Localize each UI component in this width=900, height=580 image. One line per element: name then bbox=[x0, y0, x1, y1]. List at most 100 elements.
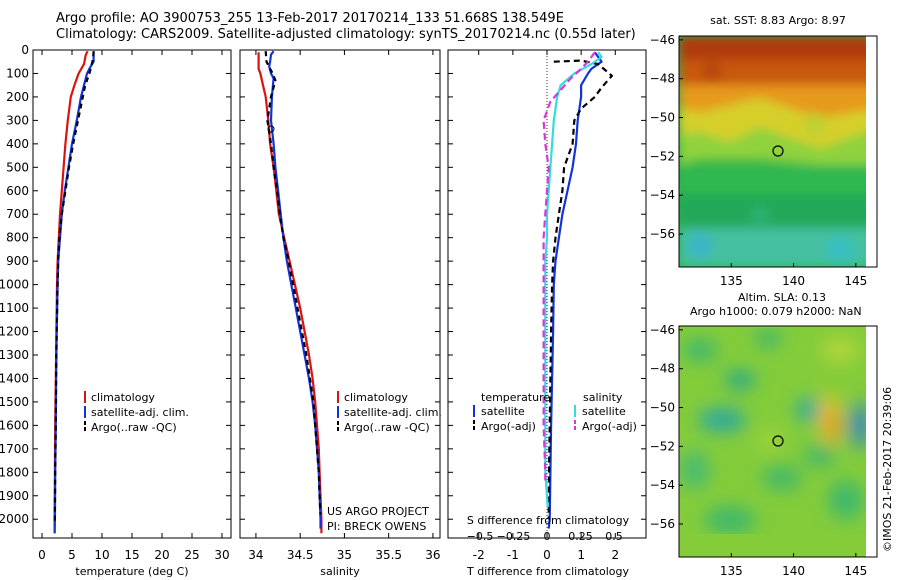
x-tick-label: 0 bbox=[543, 548, 551, 562]
legend-label-climatology: climatology bbox=[91, 391, 155, 404]
sst-map-title: sat. SST: 8.83 Argo: 8.97 bbox=[710, 14, 846, 27]
y-tick-label: 1500 bbox=[0, 395, 29, 409]
y-tick-label: 1000 bbox=[0, 278, 29, 292]
y-tick-label: 100 bbox=[6, 66, 29, 80]
legend-label-sal-satellite: satellite bbox=[582, 405, 626, 418]
x-tick-label: 1 bbox=[577, 548, 585, 562]
difference-panel: -2 -1 0 1 2 −0.5 −0.25 0 0.25 0.5 temperature sal… bbox=[447, 49, 647, 578]
map-y-tick-label: −54 bbox=[650, 188, 675, 202]
legend-label-temp-satellite: satellite bbox=[481, 405, 525, 418]
x-tick-label: 10 bbox=[94, 548, 109, 562]
copyright-credit: ©IMOS 21-Feb-2017 20:39:06 bbox=[881, 387, 894, 552]
series-line-argo-raw-qc bbox=[53, 51, 95, 524]
s-difference-label: S difference from climatology bbox=[467, 514, 630, 527]
secondary-x-tick-label: 0 bbox=[544, 530, 551, 543]
sla-map-frame bbox=[678, 325, 878, 558]
series-line-temperature-satellite bbox=[547, 51, 603, 529]
salinity-marker bbox=[267, 125, 275, 133]
map-y-tick-label: −48 bbox=[650, 72, 675, 86]
y-tick-label: 500 bbox=[6, 160, 29, 174]
map-x-tick-label: 140 bbox=[782, 564, 805, 578]
sst-map: sat. SST: 8.83 Argo: 8.97 135 14 bbox=[650, 14, 878, 288]
legend-label-satellite: satellite-adj. clim. bbox=[91, 406, 189, 419]
y-tick-label: 400 bbox=[6, 137, 29, 151]
x-tick-label: 0 bbox=[38, 548, 46, 562]
legend-label-sal-argo: Argo(-adj) bbox=[582, 420, 637, 433]
difference-series-group bbox=[542, 51, 614, 529]
sst-argo-marker bbox=[772, 145, 784, 157]
y-tick-label: 1300 bbox=[0, 348, 29, 362]
series-line-climatology bbox=[257, 52, 323, 534]
x-tick-label: 34 bbox=[248, 548, 263, 562]
x-tick-label: 15 bbox=[124, 548, 139, 562]
difference-legend: temperature salinity satellite Argo(-adj… bbox=[473, 391, 637, 433]
map-x-tick-label: 145 bbox=[844, 564, 867, 578]
x-tick-label: -1 bbox=[507, 548, 519, 562]
legend-label-argo: Argo(..raw -QC) bbox=[91, 421, 177, 434]
map-y-tick-label: −56 bbox=[650, 227, 675, 241]
sla-argo-marker bbox=[772, 435, 784, 447]
series-line-salinity-argo-adj bbox=[542, 51, 596, 484]
y-tick-label: 1200 bbox=[0, 325, 29, 339]
x-tick-label: 2 bbox=[611, 548, 619, 562]
salinity-plot-frame bbox=[239, 49, 441, 539]
salinity-legend: climatology satellite-adj. clim. Argo(..… bbox=[337, 391, 442, 434]
map-y-tick-label: −46 bbox=[650, 323, 675, 337]
sla-map-title-2: Argo h1000: 0.079 h2000: NaN bbox=[690, 305, 862, 318]
t-difference-label: T difference from climatology bbox=[466, 565, 629, 578]
y-tick-label: 1600 bbox=[0, 418, 29, 432]
x-tick-label: -2 bbox=[473, 548, 485, 562]
map-y-tick-label: −46 bbox=[650, 33, 675, 47]
y-tick-label: 800 bbox=[6, 231, 29, 245]
y-tick-label: 900 bbox=[6, 254, 29, 268]
y-tick-label: 200 bbox=[6, 90, 29, 104]
sla-map-title-1: Altim. SLA: 0.13 bbox=[738, 291, 826, 304]
x-tick-label: 25 bbox=[184, 548, 199, 562]
x-tick-label: 5 bbox=[68, 548, 76, 562]
x-tick-label: 30 bbox=[214, 548, 229, 562]
salinity-series-group bbox=[257, 50, 323, 534]
legend-label-satellite: satellite-adj. clim. bbox=[344, 406, 442, 419]
sla-field bbox=[679, 326, 877, 557]
figure-header: Argo profile: AO 3900753_255 13-Feb-2017… bbox=[56, 11, 636, 43]
series-line-salinity-satellite bbox=[544, 51, 603, 508]
legend-label-argo: Argo(..raw -QC) bbox=[344, 421, 430, 434]
sst-field bbox=[679, 36, 877, 267]
y-tick-label: 700 bbox=[6, 207, 29, 221]
y-tick-label: 2000 bbox=[0, 512, 29, 526]
pi-annotation: PI: BRECK OWENS bbox=[327, 520, 426, 533]
map-y-tick-label: −56 bbox=[650, 517, 675, 531]
temperature-legend: climatology satellite-adj. clim. Argo(..… bbox=[84, 391, 189, 434]
map-x-tick-label: 135 bbox=[720, 274, 743, 288]
x-tick-label: 35 bbox=[337, 548, 352, 562]
x-tick-label: 20 bbox=[154, 548, 169, 562]
header-line-1: Argo profile: AO 3900753_255 13-Feb-2017… bbox=[56, 11, 564, 26]
x-tick-label: 35.5 bbox=[375, 548, 402, 562]
map-y-tick-label: −54 bbox=[650, 478, 675, 492]
map-x-tick-label: 140 bbox=[782, 274, 805, 288]
secondary-x-tick-label: −0.25 bbox=[497, 530, 531, 543]
sla-map: Altim. SLA: 0.13 Argo h1000: 0.079 h2000… bbox=[650, 291, 878, 578]
secondary-x-tick-label: −0.5 bbox=[467, 530, 494, 543]
sst-map-frame bbox=[678, 35, 878, 268]
secondary-x-tick-label: 0.25 bbox=[568, 530, 593, 543]
y-tick-label: 1100 bbox=[0, 301, 29, 315]
x-tick-label: 34.5 bbox=[287, 548, 314, 562]
y-tick-label: 600 bbox=[6, 184, 29, 198]
series-line-argo-raw-qc bbox=[264, 51, 322, 515]
map-x-tick-label: 135 bbox=[720, 564, 743, 578]
y-tick-label: 1800 bbox=[0, 465, 29, 479]
secondary-x-tick-label: 0.5 bbox=[605, 530, 623, 543]
legend-header-temperature: temperature bbox=[481, 391, 550, 404]
map-y-tick-label: −50 bbox=[650, 401, 675, 415]
temperature-series-group bbox=[53, 50, 95, 534]
temperature-plot-frame bbox=[32, 49, 232, 539]
map-y-tick-label: −52 bbox=[650, 439, 675, 453]
y-tick-label: 1400 bbox=[0, 371, 29, 385]
salinity-panel: 34 34.5 35 35.5 36 salinity climatology sate… bbox=[239, 49, 442, 578]
temperature-x-label: temperature (deg C) bbox=[75, 565, 188, 578]
map-y-tick-label: −52 bbox=[650, 149, 675, 163]
x-tick-label: 36 bbox=[425, 548, 440, 562]
header-line-2: Climatology: CARS2009. Satellite-adjuste… bbox=[56, 27, 636, 42]
